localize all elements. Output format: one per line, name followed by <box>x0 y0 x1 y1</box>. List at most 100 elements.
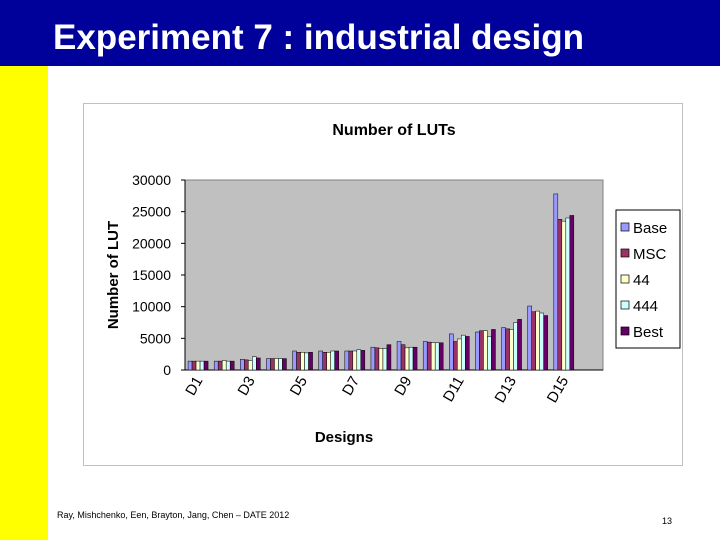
bar-best-d3 <box>256 357 261 371</box>
y-tick-label: 10000 <box>132 299 171 315</box>
legend-swatch-best <box>620 326 630 336</box>
legend-label-best: Best <box>633 324 664 341</box>
bar-444-d15 <box>565 217 571 371</box>
bar-msc-d10 <box>426 341 432 371</box>
bar-msc-d2 <box>217 360 223 371</box>
x-axis-label: Designs <box>315 429 373 446</box>
y-tick-label: 15000 <box>132 267 171 283</box>
bar-444-d8 <box>382 348 388 371</box>
bar-msc-d3 <box>244 359 249 371</box>
bar-msc-d9 <box>400 344 406 371</box>
x-tick-label: D7 <box>339 374 363 399</box>
side-accent-bar <box>0 66 48 540</box>
bar-44-d4 <box>274 358 279 371</box>
bar-best-d14 <box>543 315 548 371</box>
bar-444-d7 <box>356 349 362 371</box>
bar-444-d4 <box>278 358 283 371</box>
bar-best-d1 <box>203 360 209 371</box>
bar-base-d7 <box>344 350 350 371</box>
bar-44-d3 <box>248 360 253 371</box>
y-axis-label: Number of LUT <box>105 221 122 329</box>
bar-best-d8 <box>386 344 392 371</box>
bar-msc-d11 <box>453 341 458 371</box>
bar-best-d9 <box>412 346 418 371</box>
bar-msc-d6 <box>322 352 327 371</box>
slide-title: Experiment 7 : industrial design <box>53 18 584 57</box>
bar-444-d11 <box>461 334 466 371</box>
bar-msc-d15 <box>557 219 563 371</box>
y-tick-label: 20000 <box>132 235 171 251</box>
bar-msc-d5 <box>296 352 301 371</box>
bar-best-d6 <box>334 350 339 371</box>
bar-msc-d7 <box>348 350 354 371</box>
bar-msc-d4 <box>270 358 275 371</box>
bar-base-d12 <box>475 331 480 371</box>
bar-best-d2 <box>229 360 235 371</box>
page-number: 13 <box>662 516 673 526</box>
bar-base-d14 <box>527 305 532 371</box>
title-bar <box>0 0 720 66</box>
bar-msc-d1 <box>191 360 197 371</box>
bar-base-d15 <box>553 193 559 371</box>
lut-bar-chart: Number of LUTs 0 5000 10000 15000 20000 25000 3… <box>105 122 681 446</box>
bar-444-d3 <box>252 356 257 371</box>
bar-444-d9 <box>408 346 414 371</box>
legend-label-444: 444 <box>633 298 658 315</box>
bar-base-d3 <box>240 358 245 371</box>
bar-444-d6 <box>330 350 335 371</box>
bar-best-d11 <box>465 336 470 371</box>
legend-label-44: 44 <box>633 272 650 289</box>
bar-44-d12 <box>483 330 488 371</box>
footer-citation: Ray, Mishchenko, Een, Brayton, Jang, Che… <box>57 510 290 520</box>
bar-44-d11 <box>457 338 462 371</box>
bar-msc-d8 <box>374 347 380 371</box>
bar-44-d13 <box>509 329 514 371</box>
legend-swatch-444 <box>620 300 630 310</box>
x-tick-label: D3 <box>234 374 258 399</box>
x-tick-label: D5 <box>287 374 311 399</box>
bar-base-d11 <box>449 333 454 371</box>
legend-swatch-44 <box>620 274 630 284</box>
bar-444-d2 <box>225 360 231 371</box>
bar-best-d15 <box>569 215 575 371</box>
bar-msc-d12 <box>479 330 484 371</box>
bar-44-d15 <box>561 220 567 371</box>
x-tick-label: D13 <box>492 374 520 406</box>
bar-44-d2 <box>221 360 227 371</box>
bar-best-d10 <box>438 342 444 371</box>
bar-444-d12 <box>487 336 492 371</box>
bar-best-d7 <box>360 350 366 371</box>
bar-base-d4 <box>266 358 271 371</box>
y-tick-label: 25000 <box>132 204 171 220</box>
bar-44-d6 <box>326 352 331 371</box>
legend-label-msc: MSC <box>633 246 667 263</box>
bar-base-d1 <box>187 360 193 371</box>
bar-best-d4 <box>282 358 287 371</box>
bar-444-d10 <box>434 342 440 371</box>
y-tick-label: 30000 <box>132 172 171 188</box>
bar-msc-d14 <box>531 311 536 371</box>
bar-base-d2 <box>213 360 219 371</box>
bar-base-d10 <box>422 341 428 371</box>
bar-base-d9 <box>396 341 402 371</box>
bar-44-d7 <box>352 350 358 371</box>
bar-44-d14 <box>535 310 540 371</box>
legend-swatch-msc <box>620 248 630 258</box>
bar-msc-d13 <box>505 328 510 371</box>
bar-base-d5 <box>292 350 297 371</box>
legend-label-base: Base <box>633 220 667 237</box>
chart-container: Number of LUTs 0 5000 10000 15000 20000 25000 3… <box>83 103 683 466</box>
bar-best-d12 <box>491 329 496 371</box>
y-tick-label: 5000 <box>140 330 171 346</box>
bar-base-d8 <box>370 346 376 371</box>
bar-44-d8 <box>378 348 384 371</box>
legend-swatch-base <box>620 222 630 232</box>
bar-best-d5 <box>308 352 313 371</box>
bar-best-d13 <box>517 319 522 371</box>
x-tick-label: D11 <box>440 374 468 405</box>
bar-444-d13 <box>513 322 518 371</box>
x-tick-label: D9 <box>391 374 415 399</box>
bar-44-d9 <box>404 347 410 371</box>
bar-base-d13 <box>501 327 506 371</box>
y-tick-label: 0 <box>163 362 171 378</box>
